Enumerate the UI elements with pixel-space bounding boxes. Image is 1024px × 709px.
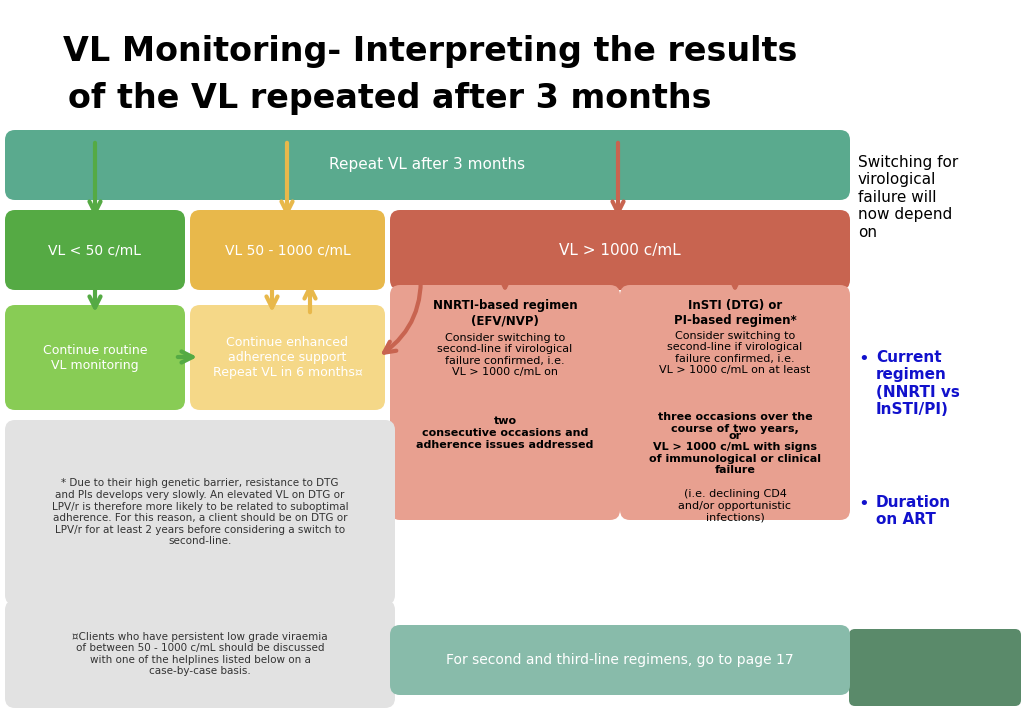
FancyBboxPatch shape [390, 285, 620, 520]
Text: Continue enhanced
adherence support
Repeat VL in 6 months¤: Continue enhanced adherence support Repe… [213, 336, 362, 379]
Text: three occasions over the
course of two years,: three occasions over the course of two y… [657, 412, 812, 434]
Text: For second and third-line regimens, go to page 17: For second and third-line regimens, go t… [446, 653, 794, 667]
Text: Consider switching to
second-line if virological
failure confirmed, i.e.
VL > 10: Consider switching to second-line if vir… [659, 330, 811, 375]
Text: VL > 1000 c/mL: VL > 1000 c/mL [559, 242, 681, 257]
FancyBboxPatch shape [5, 305, 185, 410]
Text: VL 50 - 1000 c/mL: VL 50 - 1000 c/mL [224, 243, 350, 257]
Text: (i.e. declining CD4
and/or opportunistic
infections): (i.e. declining CD4 and/or opportunistic… [679, 489, 792, 523]
Text: ¤Clients who have persistent low grade viraemia
of between 50 - 1000 c/mL should: ¤Clients who have persistent low grade v… [72, 632, 328, 676]
FancyBboxPatch shape [5, 130, 850, 200]
Text: Switching for
virological
failure will
now depend
on: Switching for virological failure will n… [858, 155, 958, 240]
Text: •: • [858, 495, 868, 513]
Text: VL Monitoring- Interpreting the results: VL Monitoring- Interpreting the results [62, 35, 798, 68]
FancyBboxPatch shape [5, 210, 185, 290]
Text: Repeat VL after 3 months: Repeat VL after 3 months [330, 157, 525, 172]
Text: two
consecutive occasions and
adherence issues addressed: two consecutive occasions and adherence … [417, 416, 594, 450]
FancyBboxPatch shape [849, 629, 1021, 706]
FancyBboxPatch shape [390, 210, 850, 290]
Text: •: • [858, 350, 868, 368]
Text: NNRTI-based regimen
(EFV/NVP): NNRTI-based regimen (EFV/NVP) [433, 299, 578, 327]
Text: VL < 50 c/mL: VL < 50 c/mL [48, 243, 141, 257]
Text: or
VL > 1000 c/mL with signs
of immunological or clinical
failure: or VL > 1000 c/mL with signs of immunolo… [649, 430, 821, 476]
FancyBboxPatch shape [5, 600, 395, 708]
Text: Continue routine
VL monitoring: Continue routine VL monitoring [43, 343, 147, 372]
Text: * Due to their high genetic barrier, resistance to DTG
and PIs develops very slo: * Due to their high genetic barrier, res… [51, 479, 348, 547]
FancyBboxPatch shape [190, 305, 385, 410]
FancyBboxPatch shape [390, 625, 850, 695]
FancyBboxPatch shape [5, 420, 395, 605]
Text: InSTI (DTG) or
PI-based regimen*: InSTI (DTG) or PI-based regimen* [674, 299, 797, 327]
FancyBboxPatch shape [620, 285, 850, 520]
Text: Consider switching to
second-line if virological
failure confirmed, i.e.
VL > 10: Consider switching to second-line if vir… [437, 333, 572, 377]
Text: of the VL repeated after 3 months: of the VL repeated after 3 months [69, 82, 712, 115]
Text: Current
regimen
(NNRTI vs
InSTI/PI): Current regimen (NNRTI vs InSTI/PI) [876, 350, 959, 417]
FancyBboxPatch shape [190, 210, 385, 290]
Text: Duration
on ART: Duration on ART [876, 495, 951, 527]
